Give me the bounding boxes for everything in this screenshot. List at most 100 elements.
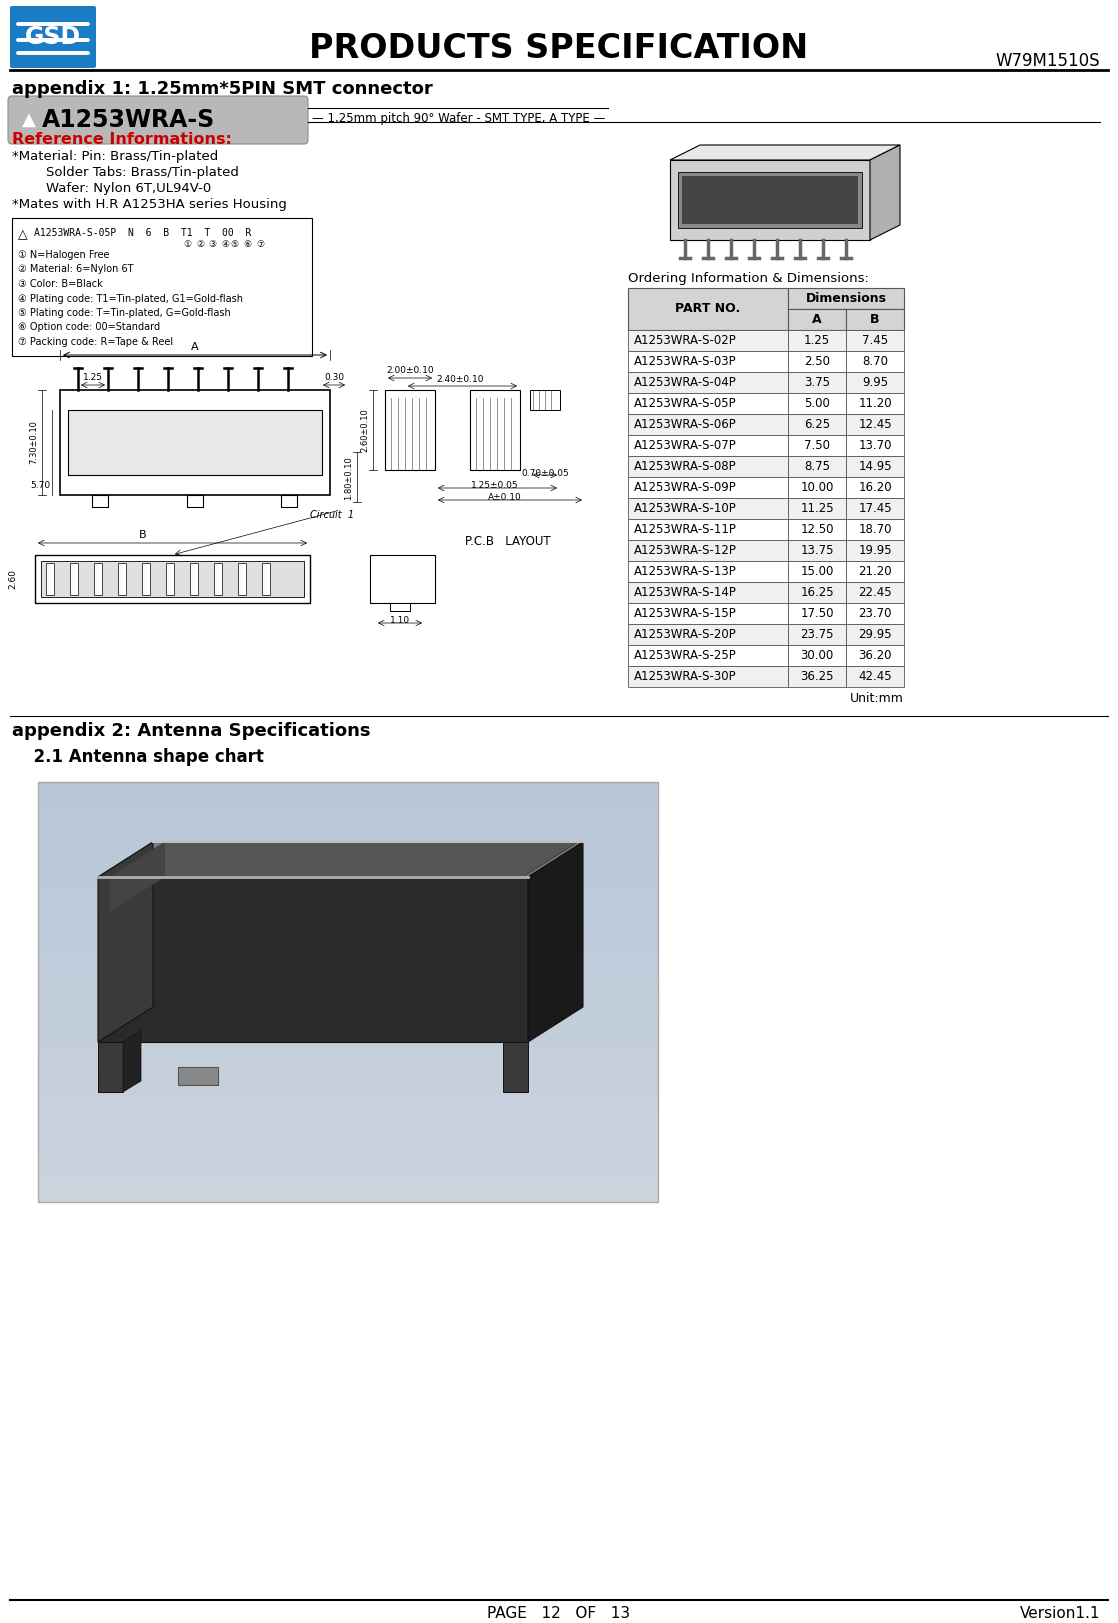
Text: A1253WRA-S-13P: A1253WRA-S-13P: [634, 565, 737, 578]
Text: 15.00: 15.00: [800, 565, 834, 578]
Text: 1.25: 1.25: [83, 373, 103, 381]
Text: ⑦ Packing code: R=Tape & Reel: ⑦ Packing code: R=Tape & Reel: [18, 338, 173, 347]
Text: P.C.B   LAYOUT: P.C.B LAYOUT: [465, 536, 551, 549]
Text: A1253WRA-S-25P: A1253WRA-S-25P: [634, 649, 737, 662]
Polygon shape: [98, 876, 528, 1042]
Text: Wafer: Nylon 6T,UL94V-0: Wafer: Nylon 6T,UL94V-0: [12, 182, 211, 195]
Text: A1253WRA-S-10P: A1253WRA-S-10P: [634, 502, 737, 514]
Bar: [38, 782, 659, 1203]
Bar: [370, 555, 435, 604]
Bar: [628, 540, 788, 562]
Bar: [846, 562, 904, 583]
Text: A1253WRA-S-06P: A1253WRA-S-06P: [634, 419, 737, 432]
Polygon shape: [528, 842, 582, 1042]
Text: Dimensions: Dimensions: [805, 292, 887, 305]
Bar: [788, 644, 846, 665]
Text: ② Material: 6=Nylon 6T: ② Material: 6=Nylon 6T: [18, 265, 133, 274]
Text: appendix 1: 1.25mm*5PIN SMT connector: appendix 1: 1.25mm*5PIN SMT connector: [12, 80, 433, 97]
Text: A1253WRA-S-05P: A1253WRA-S-05P: [634, 398, 737, 411]
Text: 30.00: 30.00: [800, 649, 834, 662]
Text: Ordering Information & Dimensions:: Ordering Information & Dimensions:: [628, 273, 869, 286]
Bar: [788, 477, 846, 498]
Bar: [788, 287, 904, 308]
Text: *Material: Pin: Brass/Tin-plated: *Material: Pin: Brass/Tin-plated: [12, 149, 218, 162]
Bar: [846, 351, 904, 372]
Text: 23.70: 23.70: [859, 607, 892, 620]
Text: A±0.10: A±0.10: [489, 493, 522, 502]
Text: 12.50: 12.50: [800, 523, 834, 536]
Text: 42.45: 42.45: [859, 670, 892, 683]
Bar: [628, 435, 788, 456]
Text: 6.25: 6.25: [804, 419, 830, 432]
Text: △: △: [18, 227, 28, 240]
Text: A1253WRA-S-11P: A1253WRA-S-11P: [634, 523, 737, 536]
Text: 2.1 Antenna shape chart: 2.1 Antenna shape chart: [22, 748, 264, 766]
Bar: [628, 604, 788, 623]
Bar: [470, 390, 520, 471]
Bar: [68, 411, 322, 476]
Text: 19.95: 19.95: [859, 544, 892, 557]
Text: Reference Informations:: Reference Informations:: [12, 131, 231, 148]
Bar: [788, 308, 846, 329]
Bar: [281, 495, 297, 506]
Polygon shape: [110, 842, 578, 876]
Bar: [628, 351, 788, 372]
Text: PRODUCTS SPECIFICATION: PRODUCTS SPECIFICATION: [310, 32, 808, 65]
Bar: [846, 583, 904, 604]
Bar: [12, 217, 312, 355]
Bar: [788, 623, 846, 644]
Bar: [628, 287, 788, 329]
Text: ⑥: ⑥: [243, 240, 252, 248]
Bar: [846, 414, 904, 435]
Bar: [788, 372, 846, 393]
Text: 2.40±0.10: 2.40±0.10: [436, 375, 484, 385]
Polygon shape: [98, 842, 153, 1042]
Bar: [628, 562, 788, 583]
Text: 5.00: 5.00: [804, 398, 830, 411]
Bar: [35, 555, 310, 604]
Text: *Mates with H.R A1253HA series Housing: *Mates with H.R A1253HA series Housing: [12, 198, 287, 211]
Text: 11.25: 11.25: [800, 502, 834, 514]
Text: 5.70: 5.70: [30, 480, 50, 490]
Bar: [788, 604, 846, 623]
Text: ④: ④: [221, 240, 229, 248]
Bar: [846, 329, 904, 351]
Text: 16.20: 16.20: [859, 480, 892, 493]
FancyBboxPatch shape: [10, 6, 96, 68]
Text: 18.70: 18.70: [859, 523, 892, 536]
Text: ⑥ Option code: 00=Standard: ⑥ Option code: 00=Standard: [18, 323, 160, 333]
Text: 1.80±0.10: 1.80±0.10: [344, 456, 353, 500]
Bar: [60, 390, 330, 495]
Bar: [788, 414, 846, 435]
Bar: [788, 456, 846, 477]
Text: 11.20: 11.20: [859, 398, 892, 411]
Bar: [628, 414, 788, 435]
Text: 8.70: 8.70: [862, 355, 888, 368]
Text: A1253WRA-S-03P: A1253WRA-S-03P: [634, 355, 737, 368]
Bar: [846, 456, 904, 477]
Bar: [846, 604, 904, 623]
Text: 17.50: 17.50: [800, 607, 834, 620]
Text: ① N=Halogen Free: ① N=Halogen Free: [18, 250, 110, 260]
Text: A1253WRA-S-08P: A1253WRA-S-08P: [634, 459, 737, 472]
Text: 10.00: 10.00: [800, 480, 834, 493]
Bar: [628, 519, 788, 540]
Text: 29.95: 29.95: [859, 628, 892, 641]
Bar: [165, 563, 174, 596]
Text: ①: ①: [183, 240, 191, 248]
Bar: [788, 435, 846, 456]
Bar: [788, 351, 846, 372]
Text: ④ Plating code: T1=Tin-plated, G1=Gold-flash: ④ Plating code: T1=Tin-plated, G1=Gold-f…: [18, 294, 243, 304]
Bar: [238, 563, 246, 596]
Bar: [628, 329, 788, 351]
Bar: [628, 372, 788, 393]
Bar: [846, 519, 904, 540]
Text: — 1,25mm pitch 90° Wafer - SMT TYPE, A TYPE —: — 1,25mm pitch 90° Wafer - SMT TYPE, A T…: [312, 112, 605, 125]
Text: A1253WRA-S-20P: A1253WRA-S-20P: [634, 628, 737, 641]
Bar: [142, 563, 150, 596]
Bar: [788, 540, 846, 562]
Text: 8.75: 8.75: [804, 459, 830, 472]
Bar: [846, 435, 904, 456]
Text: 1.25: 1.25: [804, 334, 830, 347]
Bar: [94, 563, 102, 596]
